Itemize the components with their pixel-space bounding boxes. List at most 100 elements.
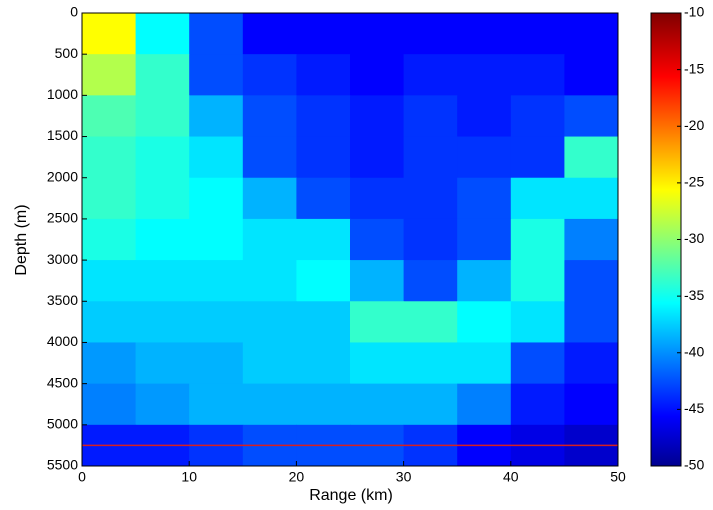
heat-cell [242, 177, 297, 220]
heat-cell [189, 95, 244, 138]
heat-cell [82, 177, 137, 220]
y-tick-label: 4500 [47, 374, 78, 390]
heat-cell [510, 13, 565, 55]
heat-cell [510, 383, 565, 426]
heat-cell [457, 95, 512, 138]
heat-cell [403, 260, 458, 302]
x-axis-label: Range (km) [309, 487, 393, 504]
heat-cell [403, 342, 458, 385]
heat-cell [457, 301, 512, 343]
x-tick-label: 20 [289, 469, 305, 485]
heat-cell [135, 218, 190, 261]
heat-cell [189, 218, 244, 261]
heat-cell [296, 136, 351, 179]
heat-cell [350, 301, 405, 343]
heat-cell [403, 95, 458, 138]
heat-cell [82, 260, 137, 302]
heat-cell [457, 218, 512, 261]
y-tick-label: 2500 [47, 210, 78, 226]
heat-cell [403, 136, 458, 179]
colorbar-tick-label: -35 [684, 287, 704, 303]
heat-cell [82, 95, 137, 138]
heat-cell [189, 177, 244, 220]
heat-cell [242, 301, 297, 343]
heat-cell [350, 95, 405, 138]
heat-cell [564, 136, 619, 179]
y-tick-label: 5000 [47, 416, 78, 432]
y-tick-label: 1000 [47, 86, 78, 102]
y-axis-label: Depth (m) [13, 204, 30, 275]
heat-cell [189, 54, 244, 96]
colorbar-tick-label: -10 [684, 4, 704, 20]
heat-cell [296, 260, 351, 302]
heat-cell [82, 218, 137, 261]
heat-cell [564, 301, 619, 343]
y-tick-label: 2000 [47, 168, 78, 184]
heat-cell [296, 342, 351, 385]
heat-cell [135, 95, 190, 138]
heat-cell [296, 13, 351, 55]
heat-cell [242, 13, 297, 55]
heat-cell [457, 13, 512, 55]
heat-cell [457, 260, 512, 302]
heat-cell [135, 54, 190, 96]
plot-frame [81, 12, 619, 467]
heat-cell [82, 383, 137, 426]
colorbar [650, 12, 682, 467]
heat-cell [135, 260, 190, 302]
heat-cell [564, 218, 619, 261]
heat-cell [350, 13, 405, 55]
heat-cell [189, 342, 244, 385]
heat-cell [189, 136, 244, 179]
heat-cell [457, 177, 512, 220]
y-tick-label: 500 [55, 45, 79, 61]
heat-cell [82, 301, 137, 343]
x-tick-label: 0 [78, 469, 86, 485]
colorbar-tick-label: -50 [684, 457, 704, 473]
heat-cell [242, 260, 297, 302]
x-tick-label: 10 [181, 469, 197, 485]
heat-cell [135, 13, 190, 55]
y-tick-label: 0 [70, 4, 78, 20]
heat-cell [457, 136, 512, 179]
heat-cell [296, 54, 351, 96]
heat-cell [242, 218, 297, 261]
heat-cell [189, 13, 244, 55]
x-tick-label: 30 [396, 469, 412, 485]
heat-cell [82, 54, 137, 96]
heat-cell [564, 342, 619, 385]
heat-cell [403, 301, 458, 343]
heat-cell [135, 177, 190, 220]
heat-cell [296, 383, 351, 426]
heat-cell [135, 383, 190, 426]
heat-cell [564, 260, 619, 302]
heat-cell [189, 383, 244, 426]
heat-cell [403, 13, 458, 55]
heat-cell [350, 54, 405, 96]
heat-cell [510, 218, 565, 261]
heat-cell [350, 177, 405, 220]
heat-cell [242, 383, 297, 426]
heat-cell [457, 342, 512, 385]
heat-cell [242, 342, 297, 385]
heat-cell [242, 95, 297, 138]
y-tick-label: 1500 [47, 127, 78, 143]
heat-cell [510, 260, 565, 302]
heat-cell [564, 177, 619, 220]
heat-cell [403, 218, 458, 261]
heat-cell [510, 136, 565, 179]
heat-cell [403, 383, 458, 426]
heat-cell [510, 342, 565, 385]
heat-cell [403, 54, 458, 96]
x-tick-label: 50 [610, 469, 626, 485]
y-tick-label: 4000 [47, 333, 78, 349]
heat-cell [189, 301, 244, 343]
heat-cell [82, 13, 137, 55]
heat-cell [510, 54, 565, 96]
heat-cell [350, 218, 405, 261]
heat-cell [457, 54, 512, 96]
heat-cell [510, 301, 565, 343]
y-tick-label: 3500 [47, 292, 78, 308]
colorbar-tick-label: -15 [684, 60, 704, 76]
